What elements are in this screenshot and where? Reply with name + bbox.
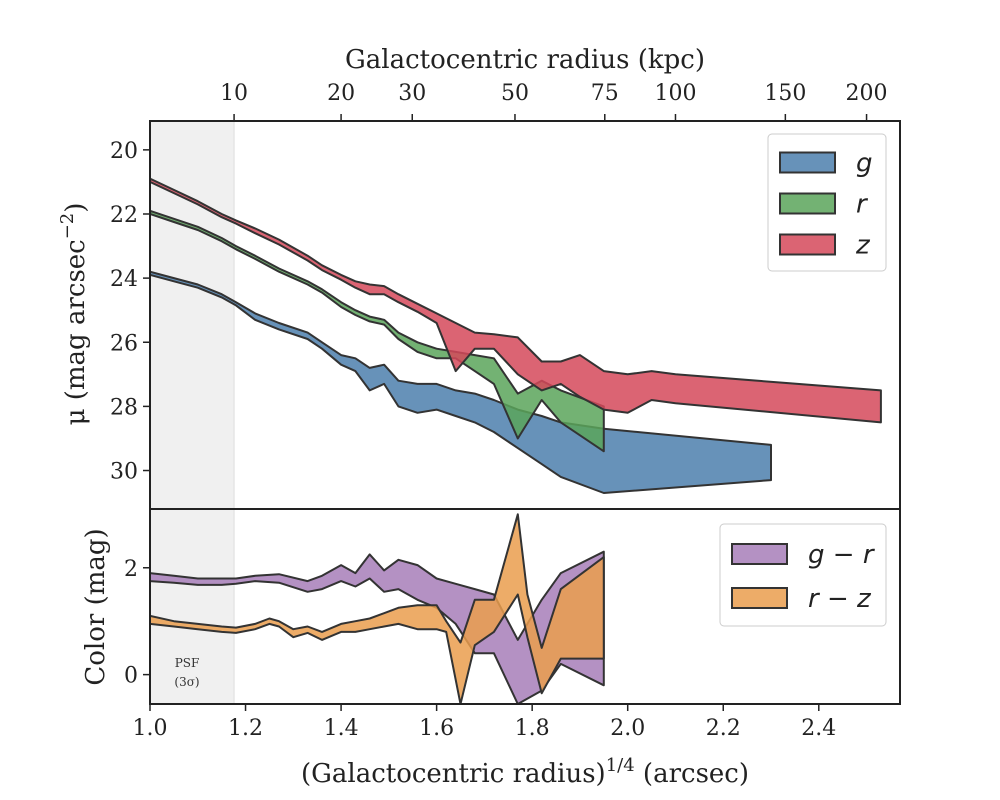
top-panel-y-axis-label: μ (mag arcsec−2) [57,203,91,426]
legend-label: r [856,190,869,220]
legend-swatch [779,233,836,256]
x-axis-label-unit: (arcsec) [635,759,749,789]
x-tick-label: 2.2 [706,716,741,741]
legend-label: r − z [808,584,872,614]
top-x-tick-label: 30 [398,81,426,106]
top-x-tick-label: 20 [327,81,355,106]
top-y-tick-label: 24 [110,267,138,292]
psf-label-line1: PSF [175,656,200,670]
band-r [150,209,605,453]
series-layer [150,177,882,704]
bottom-panel-y-axis-label: Color (mag) [81,528,111,685]
bottom-panel-frame [149,508,901,705]
legend-label: z [855,231,871,261]
psf-region-shading [150,121,235,704]
band-z [150,177,882,424]
legend-label: g − r [808,540,876,570]
x-tick-label: 1.2 [228,716,263,741]
x-tick-label: 1.4 [324,716,359,741]
psf-label-line2: (3σ) [174,675,199,689]
top-axis-title: Galactocentric radius (kpc) [345,45,705,75]
top-x-tick-label: 100 [654,81,696,106]
legend-swatch [731,587,788,609]
top-x-tick-label: 10 [220,81,248,106]
ticks-layer: 20 22 24 26 28 30 0 2 1.0 1.2 1.4 1.6 1.8 2.0 2.2 2.4 10… [110,81,888,741]
top-y-tick-label: 20 [110,139,138,164]
legend-swatch [779,151,836,174]
top-y-tick-label: 26 [110,331,138,356]
x-tick-label: 2.0 [610,716,645,741]
legend-label: g [856,149,873,179]
top-panel-y-axis-label-close: ) [61,203,91,213]
x-axis-label-main: (Galactocentric radius) [301,759,606,789]
x-tick-label: 2.4 [801,716,836,741]
legend-swatch [731,543,788,565]
x-tick-label: 1.0 [133,716,168,741]
top-y-tick-label: 28 [110,395,138,420]
top-panel-y-axis-label-main: μ (mag arcsec [61,239,91,425]
bottom-y-tick-label: 2 [124,557,138,582]
top-y-tick-label: 22 [110,203,138,228]
legend-swatch [779,192,836,215]
band-gr [150,550,605,704]
band-rz [150,513,605,704]
legend-layer: grz g − r r − z [719,133,887,627]
top-y-tick-label: 30 [110,460,138,485]
top-x-tick-label: 75 [591,81,619,106]
top-panel-y-axis-label-sup: −2 [57,213,78,240]
bottom-y-tick-label: 0 [124,664,138,689]
top-x-tick-label: 50 [501,81,529,106]
x-tick-label: 1.6 [419,716,454,741]
top-x-tick-label: 200 [846,81,888,106]
x-axis-label: (Galactocentric radius)1/4 (arcsec) [301,755,749,789]
x-tick-label: 1.8 [515,716,550,741]
background-layer [150,121,235,704]
x-axis-label-sup: 1/4 [606,755,635,776]
frame-layer [149,120,901,705]
top-x-tick-label: 150 [764,81,806,106]
band-g [150,270,772,494]
